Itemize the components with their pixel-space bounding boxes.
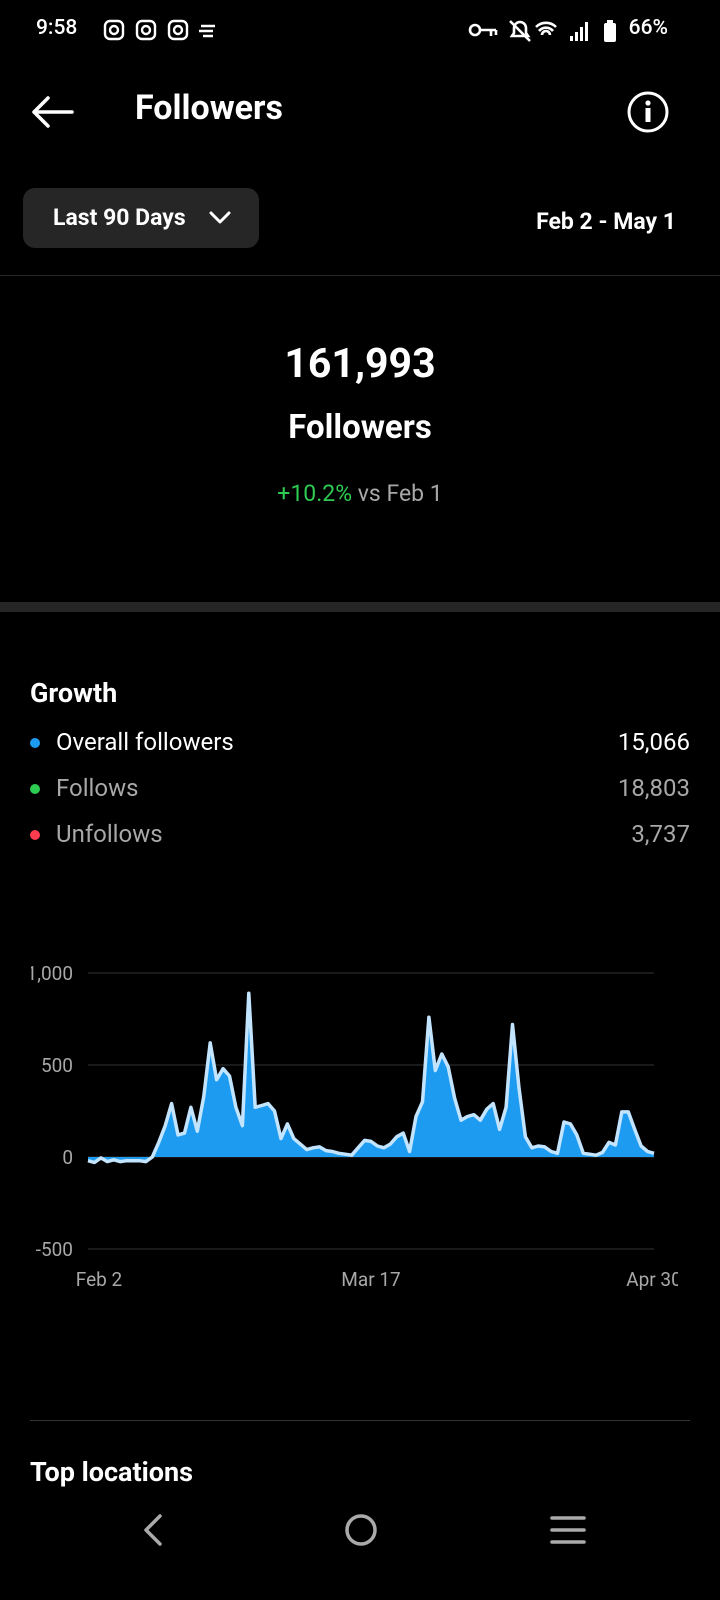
line (87, 991, 655, 1165)
y-tick-label: 1,000 (27, 962, 73, 985)
y-tick-label: -500 (36, 1238, 73, 1261)
nav-back[interactable] (144, 1514, 162, 1546)
legend-value: 3,737 (631, 820, 690, 848)
back-button[interactable] (28, 92, 76, 132)
legend-row: Follows 18,803 (30, 772, 690, 806)
legend-name: Unfollows (56, 820, 163, 848)
info-button[interactable] (626, 90, 670, 134)
battery-level: 66% (628, 16, 668, 40)
legend-name: Overall followers (56, 728, 234, 756)
x-tick-label: Apr 30 (626, 1268, 682, 1291)
x-tick-label: Mar 17 (341, 1268, 400, 1291)
page-title: Followers (135, 88, 283, 128)
nav-recents[interactable] (550, 1516, 586, 1544)
legend-value: 18,803 (617, 774, 690, 802)
date-range: Feb 2 - May 1 (536, 208, 676, 235)
status-icons (103, 19, 215, 41)
legend-row: Unfollows 3,737 (30, 818, 690, 852)
legend-dot (30, 738, 40, 748)
x-tick-label: Feb 2 (76, 1268, 122, 1291)
locations-title: Top locations (30, 1456, 194, 1488)
divider (30, 1420, 690, 1421)
status-time: 9:58 (36, 16, 78, 40)
chart: -500 0 500 1,000 Feb 2 Mar 17 Apr 30 (27, 962, 682, 1291)
y-tick-label: 0 (62, 1146, 73, 1169)
legend-dot (30, 784, 40, 794)
chart-body: -500 0 500 1,000 Feb 2 Mar 17 Apr 30 (27, 962, 682, 1291)
legend-row: Overall followers 15,066 (30, 726, 690, 760)
change-compare: vs Feb 1 (357, 480, 443, 507)
divider (0, 275, 720, 276)
nav-home[interactable] (345, 1514, 377, 1546)
period-label: Last 90 Days (53, 204, 186, 231)
period-dropdown[interactable]: Last 90 Days (23, 188, 259, 248)
legend-dot (30, 830, 40, 840)
legend-value: 15,066 (617, 728, 690, 756)
y-tick-label: 500 (41, 1054, 73, 1077)
chevron (209, 211, 231, 224)
section-divider (0, 602, 720, 612)
follower-count: 161,993 (284, 340, 436, 388)
growth-title: Growth (30, 677, 118, 709)
change-value: +10.2% (277, 480, 353, 507)
change-line: +10.2% vs Feb 1 (0, 480, 720, 507)
legend-name: Follows (56, 774, 139, 802)
follower-label: Followers (288, 408, 432, 447)
nav-bar (144, 1514, 586, 1546)
area (88, 993, 654, 1163)
status-right-icons (468, 20, 616, 42)
